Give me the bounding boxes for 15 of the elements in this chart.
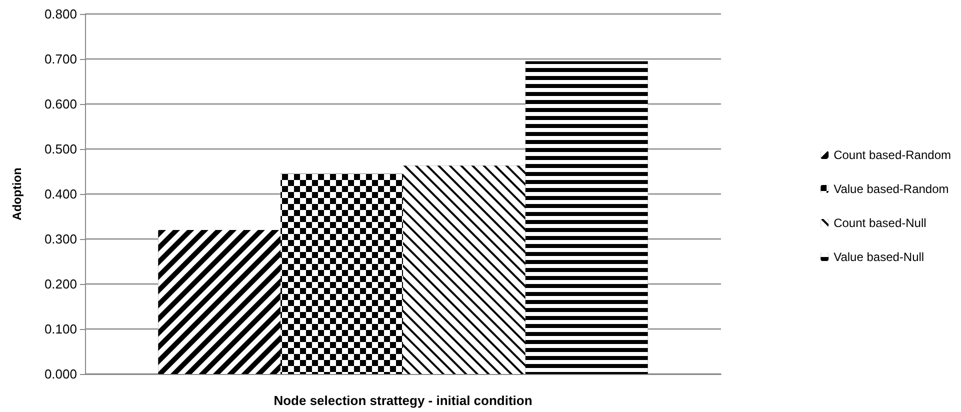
- x-axis-title: Node selection strattegy - initial condition: [274, 393, 532, 408]
- y-tick-label: 0.300: [44, 232, 77, 246]
- y-tick-label: 0.700: [44, 52, 77, 66]
- y-tick-label: 0.600: [44, 96, 77, 112]
- legend-label: Count based-Null: [834, 216, 926, 230]
- y-tick-label: 0.200: [44, 276, 77, 292]
- legend-label: Count based-Random: [834, 148, 952, 162]
- legend-label: Value based-Random: [834, 182, 949, 196]
- y-tick-label: 0.000: [44, 366, 77, 382]
- legend-label: Value based-Null: [834, 250, 924, 264]
- y-tick-label: 0.800: [44, 6, 77, 22]
- y-axis-title: Adoption: [10, 168, 24, 220]
- y-tick-label: 0.100: [44, 322, 77, 336]
- y-tick-label: 0.500: [44, 142, 77, 156]
- y-tick-label: 0.400: [44, 186, 77, 202]
